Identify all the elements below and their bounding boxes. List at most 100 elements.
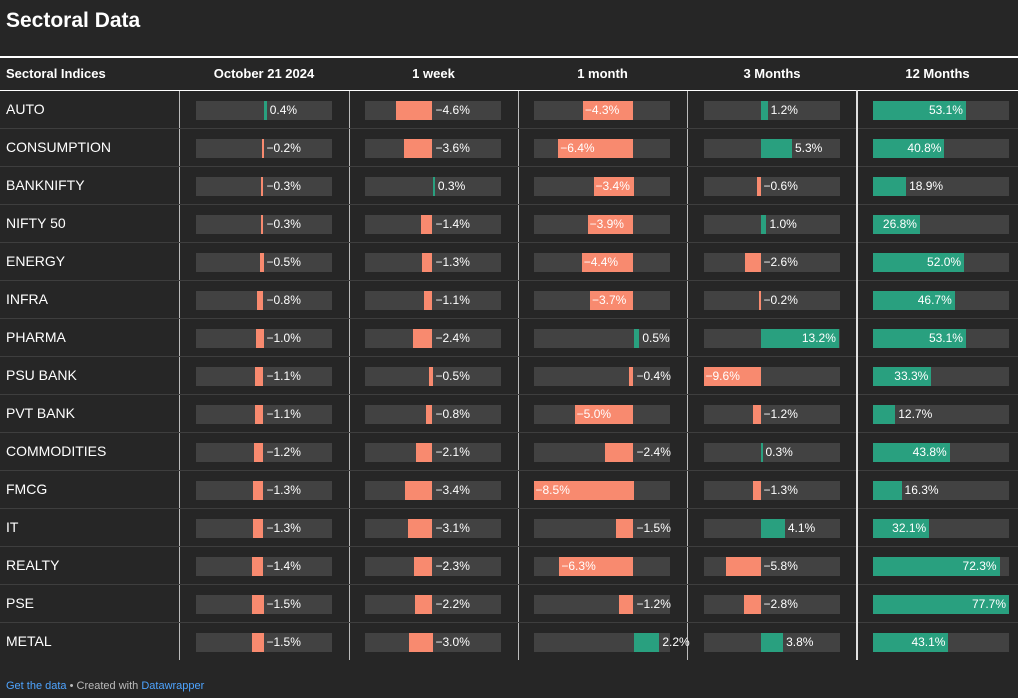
bar-track: −0.8%	[364, 404, 501, 424]
bar-track: 2.2%	[533, 632, 690, 652]
negative-bar	[703, 366, 761, 386]
negative-bar	[261, 176, 264, 196]
cell-1month: −3.4%	[517, 166, 687, 205]
cell-3months: 1.0%	[686, 204, 857, 243]
value-label: −1.5%	[266, 596, 301, 611]
table-row: INFRA −0.8% −1.1% −3.7% −0.2% 46.7%	[0, 280, 1018, 319]
value-label: −6.4%	[560, 140, 595, 155]
cell-1week: −1.1%	[348, 280, 518, 319]
bar-track: 43.8%	[873, 442, 1009, 462]
bar-track: 18.9%	[873, 176, 1009, 196]
negative-bar	[587, 214, 634, 234]
bar-track: −0.6%	[703, 176, 840, 196]
column-header-label[interactable]: Sectoral Indices	[0, 58, 179, 91]
bar-track: 13.2%	[703, 328, 840, 348]
cell-3months: 3.8%	[686, 622, 857, 660]
table-row: COMMODITIES −1.2% −2.1% −2.4% 0.3% 43.8%	[0, 432, 1018, 471]
sectoral-table: Sectoral Indices October 21 2024 1 week …	[0, 58, 1018, 660]
bar-track: −5.8%	[703, 556, 840, 576]
bar-track: −5.0%	[533, 404, 670, 424]
value-label: −2.2%	[435, 596, 470, 611]
positive-bar	[760, 518, 785, 538]
cell-1week: −2.4%	[348, 318, 518, 357]
negative-bar	[403, 138, 433, 158]
bar-track: 1.2%	[703, 100, 840, 120]
negative-bar	[753, 404, 761, 424]
bar-track: −2.4%	[533, 442, 671, 462]
value-label: −2.4%	[435, 330, 470, 345]
value-label: −5.8%	[763, 558, 798, 573]
negative-bar	[756, 176, 761, 196]
bar-track: −3.0%	[364, 632, 501, 652]
row-label: INFRA	[0, 280, 179, 319]
negative-bar	[605, 442, 634, 462]
cell-1week: −1.4%	[348, 204, 518, 243]
bar-track: 33.3%	[873, 366, 1009, 386]
table-row: REALTY −1.4% −2.3% −6.3% −5.8% 72.3%	[0, 546, 1018, 585]
cell-oct21: −0.3%	[178, 204, 349, 243]
positive-bar	[760, 138, 792, 158]
cell-1month: −6.4%	[517, 128, 687, 167]
value-label: −0.6%	[763, 178, 798, 193]
cell-12months: 53.1%	[856, 90, 1018, 129]
positive-bar	[760, 328, 839, 348]
negative-bar	[253, 442, 264, 462]
cell-3months: −0.2%	[686, 280, 857, 319]
cell-3months: −9.6%	[686, 356, 857, 395]
table-row: PHARMA −1.0% −2.4% 0.5% 13.2% 53.1%	[0, 318, 1018, 357]
bar-track: −1.5%	[195, 594, 332, 614]
cell-3months: 1.2%	[686, 90, 857, 129]
negative-bar	[251, 594, 264, 614]
value-label: 2.2%	[662, 634, 690, 649]
negative-bar	[558, 138, 634, 158]
negative-bar	[414, 556, 433, 576]
cell-1week: −3.1%	[348, 508, 518, 547]
cell-1week: −0.8%	[348, 394, 518, 433]
cell-1week: −0.5%	[348, 356, 518, 395]
cell-1month: −5.0%	[517, 394, 687, 433]
bar-track: −1.4%	[364, 214, 501, 234]
value-label: −4.4%	[583, 254, 619, 269]
table-row: PSE −1.5% −2.2% −1.2% −2.8% 77.7%	[0, 584, 1018, 623]
positive-bar	[873, 480, 902, 500]
positive-bar	[873, 518, 930, 538]
negative-bar	[255, 328, 264, 348]
bar-track: −0.3%	[195, 176, 332, 196]
column-header-oct21[interactable]: October 21 2024	[179, 58, 349, 91]
cell-12months: 32.1%	[856, 508, 1018, 547]
row-label: COMMODITIES	[0, 432, 179, 471]
value-label: 53.1%	[928, 330, 963, 345]
datawrapper-link[interactable]: Datawrapper	[141, 680, 205, 692]
cell-oct21: −1.1%	[178, 356, 349, 395]
get-data-link[interactable]: Get the data	[6, 680, 67, 692]
positive-bar	[873, 404, 896, 424]
column-header-12months[interactable]: 12 Months	[857, 58, 1018, 91]
positive-bar	[873, 328, 966, 348]
bar-track: −3.4%	[533, 176, 670, 196]
positive-bar	[760, 100, 768, 120]
value-label: −1.5%	[636, 520, 671, 535]
bar-track: −6.4%	[533, 138, 670, 158]
value-label: −3.0%	[435, 634, 470, 649]
bar-track: −6.3%	[533, 556, 670, 576]
table-row: PVT BANK −1.1% −0.8% −5.0% −1.2% 12.7%	[0, 394, 1018, 433]
negative-bar	[619, 594, 634, 614]
column-header-1week[interactable]: 1 week	[349, 58, 518, 91]
value-label: −3.4%	[435, 482, 470, 497]
column-header-3months[interactable]: 3 Months	[687, 58, 857, 91]
positive-bar	[633, 328, 640, 348]
value-label: −1.1%	[266, 368, 301, 383]
bar-track: −1.3%	[703, 480, 840, 500]
cell-1week: −3.6%	[348, 128, 518, 167]
row-label: REALTY	[0, 546, 179, 585]
row-label: IT	[0, 508, 179, 547]
column-header-1month[interactable]: 1 month	[518, 58, 687, 91]
value-label: 33.3%	[894, 368, 929, 383]
row-label: ENERGY	[0, 242, 179, 281]
cell-12months: 43.8%	[856, 432, 1018, 471]
bar-track: 0.5%	[533, 328, 670, 348]
bar-track: 4.1%	[703, 518, 840, 538]
negative-bar	[758, 290, 761, 310]
value-label: −2.1%	[435, 444, 470, 459]
value-label: 43.8%	[912, 444, 947, 459]
